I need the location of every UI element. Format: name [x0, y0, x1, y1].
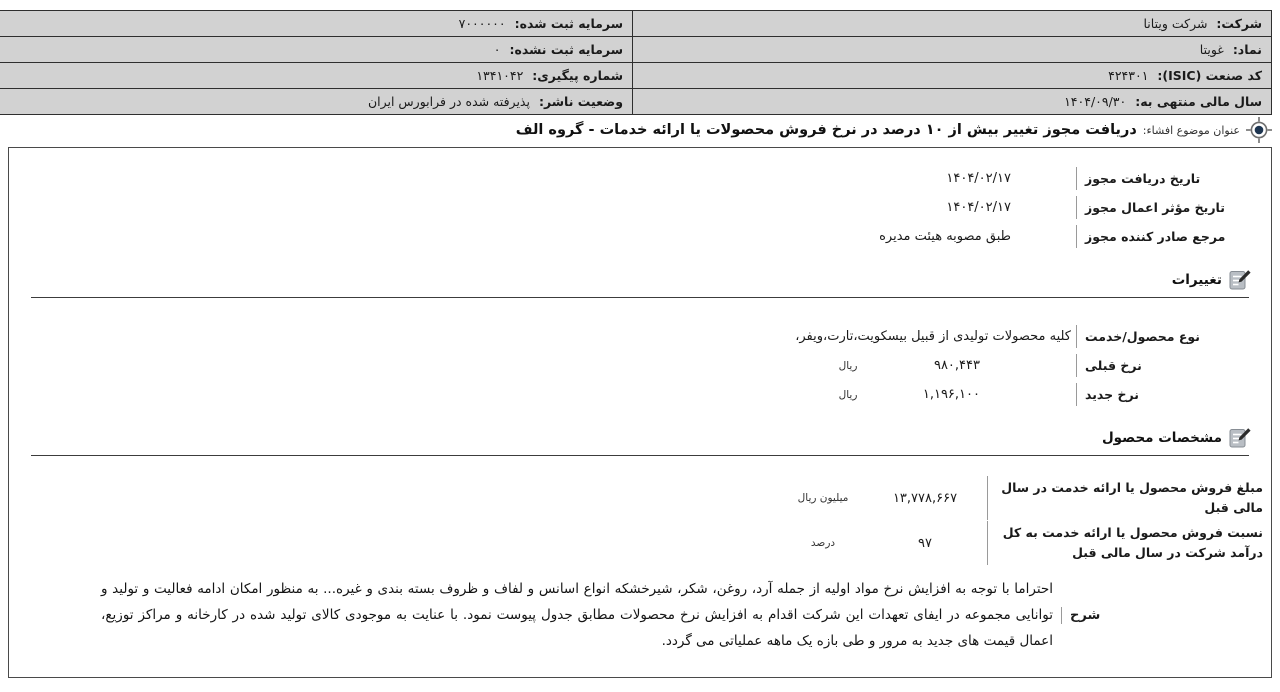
field-value: ۱۴۰۴/۰۹/۳۰ — [1064, 94, 1127, 109]
field-unregistered-capital: سرمایه ثبت نشده: ۰ — [0, 36, 633, 63]
row-unit: درصد — [810, 537, 836, 549]
row-unit: ریال — [838, 359, 858, 372]
field-value: ۴۲۴۳۰۱ — [1108, 68, 1149, 83]
field-value: شرکت ویتانا — [1143, 16, 1208, 31]
field-ticker: نماد: غویتا — [632, 36, 1272, 63]
section-divider — [31, 455, 1249, 456]
row-description: شرح احتراما با توجه به افزایش نرخ مواد ا… — [9, 576, 1271, 654]
field-value: ۰ — [493, 42, 501, 57]
row-unit: ریال — [838, 388, 858, 401]
row-value: ۱,۱۹۶,۱۰۰ — [922, 387, 980, 402]
table-row: کد صنعت (ISIC): ۴۲۴۳۰۱ شماره پیگیری: ۱۳۴… — [0, 62, 1272, 89]
row-label: مبلغ فروش محصول یا ارائه خدمت در سال مال… — [987, 476, 1271, 520]
row-sales-ratio: نسبت فروش محصول یا ارائه خدمت به کل درآم… — [9, 520, 1271, 566]
row-label: نسبت فروش محصول یا ارائه خدمت به کل درآم… — [987, 521, 1271, 565]
field-label: سرمایه ثبت شده: — [514, 16, 623, 31]
row-value: ۹۷ — [918, 535, 932, 551]
subject-prefix-label: عنوان موضوع افشاء: — [1142, 123, 1240, 137]
field-value: ۷۰۰۰۰۰۰ — [458, 16, 506, 31]
row-previous-rate: نرخ قبلی ۹۸۰,۴۴۳ ریال — [9, 351, 1271, 380]
row-new-rate: نرخ جدید ۱,۱۹۶,۱۰۰ ریال — [9, 380, 1271, 409]
row-license-issuer: مرجع صادر کننده مجوز طبق مصوبه هیئت مدیر… — [9, 222, 1271, 251]
row-value: ۱۳,۷۷۸,۶۶۷ — [892, 490, 958, 506]
table-row: سال مالی منتهی به: ۱۴۰۴/۰۹/۳۰ وضعیت ناشر… — [0, 88, 1272, 115]
row-sales-amount: مبلغ فروش محصول یا ارائه خدمت در سال مال… — [9, 476, 1271, 520]
field-label: وضعیت ناشر: — [538, 94, 623, 109]
field-label: نماد: — [1232, 42, 1262, 57]
disclosure-body-box: تاریخ دریافت مجوز ۱۴۰۴/۰۲/۱۷ تاریخ مؤثر … — [8, 147, 1272, 678]
row-value: طبق مصوبه هیئت مدیره — [879, 229, 1011, 244]
field-label: شرکت: — [1216, 16, 1262, 31]
field-label: کد صنعت (ISIC): — [1157, 68, 1262, 83]
row-license-effective-date: تاریخ مؤثر اعمال مجوز ۱۴۰۴/۰۲/۱۷ — [9, 193, 1271, 222]
row-label: تاریخ دریافت مجوز — [1076, 166, 1271, 191]
field-value: پذیرفته شده در فرابورس ایران — [367, 94, 530, 109]
field-label: سرمایه ثبت نشده: — [509, 42, 623, 57]
field-label: سال مالی منتهی به: — [1135, 94, 1262, 109]
row-unit: میلیون ریال — [797, 492, 849, 504]
row-license-receive-date: تاریخ دریافت مجوز ۱۴۰۴/۰۲/۱۷ — [9, 164, 1271, 193]
edit-note-icon — [1229, 427, 1251, 449]
row-label: مرجع صادر کننده مجوز — [1076, 224, 1271, 249]
field-fiscal-year-end: سال مالی منتهی به: ۱۴۰۴/۰۹/۳۰ — [632, 88, 1272, 115]
table-row: شرکت: شرکت ویتانا سرمایه ثبت شده: ۷۰۰۰۰۰… — [0, 10, 1272, 37]
description-label: شرح — [1061, 606, 1271, 624]
field-tracking-number: شماره پیگیری: ۱۳۴۱۰۴۲ — [0, 62, 633, 89]
row-value: ۱۴۰۴/۰۲/۱۷ — [946, 171, 1011, 186]
field-company: شرکت: شرکت ویتانا — [632, 10, 1272, 37]
row-label: تاریخ مؤثر اعمال مجوز — [1076, 195, 1271, 220]
changes-rows: نوع محصول/خدمت کلیه محصولات تولیدی از قب… — [9, 322, 1271, 409]
field-label: شماره پیگیری: — [532, 68, 623, 83]
edit-note-icon — [1229, 269, 1251, 291]
table-row: نماد: غویتا سرمایه ثبت نشده: ۰ — [0, 36, 1272, 63]
product-spec-rows: مبلغ فروش محصول یا ارائه خدمت در سال مال… — [9, 476, 1271, 566]
field-value: غویتا — [1199, 42, 1224, 57]
section-title: مشخصات محصول — [1101, 430, 1222, 446]
row-value: ۱۴۰۴/۰۲/۱۷ — [946, 200, 1011, 215]
section-divider — [31, 297, 1249, 298]
field-value: ۱۳۴۱۰۴۲ — [476, 68, 524, 83]
row-label: نرخ جدید — [1076, 382, 1271, 407]
description-text: احتراما با توجه به افزایش نرخ مواد اولیه… — [101, 581, 1053, 649]
row-value: کلیه محصولات تولیدی از قبیل بیسکویت،تارت… — [795, 329, 1071, 344]
section-title: تغییرات — [1171, 272, 1222, 288]
section-header-changes: تغییرات — [9, 269, 1251, 291]
field-isic-code: کد صنعت (ISIC): ۴۲۴۳۰۱ — [632, 62, 1272, 89]
field-registered-capital: سرمایه ثبت شده: ۷۰۰۰۰۰۰ — [0, 10, 633, 37]
disclosure-subject-row: عنوان موضوع افشاء: دریافت مجوز تغییر بیش… — [8, 115, 1272, 145]
row-label: نرخ قبلی — [1076, 353, 1271, 378]
company-header-table: شرکت: شرکت ویتانا سرمایه ثبت شده: ۷۰۰۰۰۰… — [0, 10, 1272, 115]
row-product-type: نوع محصول/خدمت کلیه محصولات تولیدی از قب… — [9, 322, 1271, 351]
page-title: دریافت مجوز تغییر بیش از ۱۰ درصد در نرخ … — [515, 122, 1137, 138]
field-issuer-status: وضعیت ناشر: پذیرفته شده در فرابورس ایران — [0, 88, 633, 115]
row-label: نوع محصول/خدمت — [1076, 324, 1271, 349]
section-header-product-specs: مشخصات محصول — [9, 427, 1251, 449]
target-icon — [1246, 117, 1272, 143]
row-value: ۹۸۰,۴۴۳ — [933, 358, 980, 373]
